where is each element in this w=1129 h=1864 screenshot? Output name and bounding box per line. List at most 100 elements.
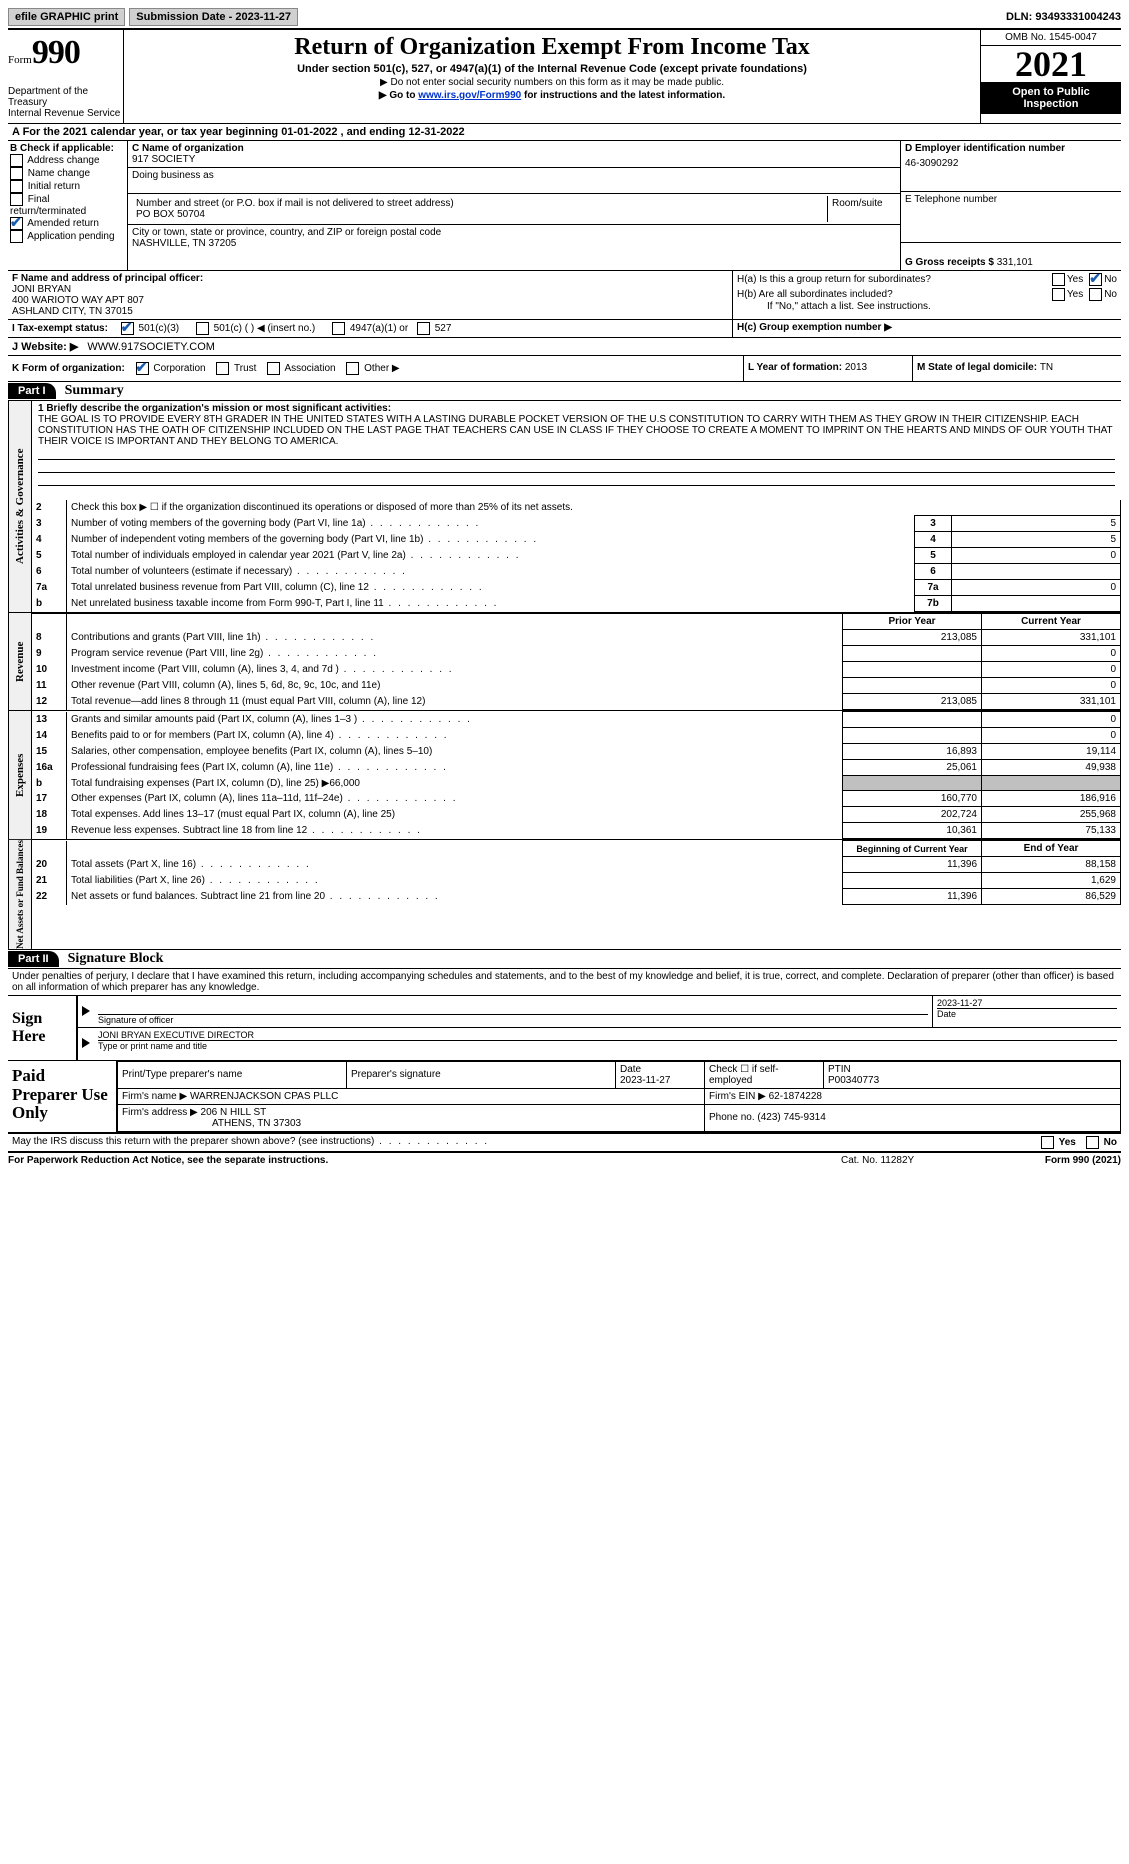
discuss-no[interactable]: No <box>1086 1136 1117 1149</box>
officer-addr1: 400 WARIOTO WAY APT 807 <box>12 295 728 306</box>
line20-prior: 11,396 <box>843 857 982 873</box>
firm-addr1: 206 N HILL ST <box>201 1107 267 1118</box>
chk-application-pending[interactable]: Application pending <box>10 230 125 243</box>
i-label: I Tax-exempt status: <box>12 323 108 334</box>
line18-desc: Total expenses. Add lines 13–17 (must eq… <box>67 807 843 823</box>
irs-link[interactable]: www.irs.gov/Form990 <box>418 90 521 101</box>
line2: Check this box ▶ ☐ if the organization d… <box>67 500 1121 516</box>
ein-label: D Employer identification number <box>905 143 1117 154</box>
year-column: OMB No. 1545-0047 2021 Open to Public In… <box>980 30 1121 123</box>
pp-ptin: P00340773 <box>828 1075 879 1086</box>
line13-desc: Grants and similar amounts paid (Part IX… <box>67 712 843 728</box>
discuss-yes[interactable]: Yes <box>1041 1136 1076 1149</box>
firm-ein-label: Firm's EIN ▶ <box>709 1091 766 1102</box>
chk-initial-return[interactable]: Initial return <box>10 180 125 193</box>
chk-final-return[interactable]: Final return/terminated <box>10 193 125 217</box>
part1-badge: Part I <box>8 383 56 399</box>
expenses-section: Expenses 13Grants and similar amounts pa… <box>8 711 1121 840</box>
chk-assoc[interactable]: Association <box>267 363 335 374</box>
form-number: 990 <box>32 34 80 71</box>
line5-desc: Total number of individuals employed in … <box>67 548 915 564</box>
vtab-revenue: Revenue <box>8 613 32 710</box>
chk-amended-return[interactable]: Amended return <box>10 217 125 230</box>
gross-label: G Gross receipts $ <box>905 257 997 268</box>
sign-here-block: Sign Here Signature of officer 2023-11-2… <box>8 996 1121 1061</box>
subdate-label: Submission Date - <box>136 11 235 23</box>
row-j: J Website: ▶ WWW.917SOCIETY.COM <box>8 338 1121 356</box>
part1-title: Summary <box>65 383 124 398</box>
line18-prior: 202,724 <box>843 807 982 823</box>
hb-yes[interactable]: Yes <box>1052 288 1083 301</box>
line1-label: 1 Briefly describe the organization's mi… <box>38 403 1115 414</box>
part2-header: Part II Signature Block <box>8 950 1121 969</box>
line18-curr: 255,968 <box>982 807 1121 823</box>
submission-date-button[interactable]: Submission Date - 2023-11-27 <box>129 8 298 26</box>
line15-curr: 19,114 <box>982 744 1121 760</box>
line19-curr: 75,133 <box>982 823 1121 839</box>
revenue-section: Revenue Prior YearCurrent Year 8Contribu… <box>8 613 1121 711</box>
footer-left: For Paperwork Reduction Act Notice, see … <box>8 1155 841 1166</box>
title-column: Return of Organization Exempt From Incom… <box>124 30 980 123</box>
top-bar: efile GRAPHIC print Submission Date - 20… <box>8 8 1121 30</box>
gross-value: 331,101 <box>997 257 1033 268</box>
page-footer: For Paperwork Reduction Act Notice, see … <box>8 1153 1121 1166</box>
k-label: K Form of organization: <box>12 363 125 374</box>
chk-other[interactable]: Other ▶ <box>346 363 399 374</box>
row-m: M State of legal domicile: TN <box>913 356 1121 381</box>
footer-center: Cat. No. 11282Y <box>841 1155 981 1166</box>
line7a-val: 0 <box>952 580 1121 596</box>
efile-print-button[interactable]: efile GRAPHIC print <box>8 8 125 26</box>
chk-4947[interactable]: 4947(a)(1) or <box>332 323 408 334</box>
sub3-pre: ▶ Go to <box>379 90 418 101</box>
line11-curr: 0 <box>982 678 1121 694</box>
city-label: City or town, state or province, country… <box>132 227 896 238</box>
line12-desc: Total revenue—add lines 8 through 11 (mu… <box>67 694 843 710</box>
room-label: Room/suite <box>828 196 896 222</box>
f-label: F Name and address of principal officer: <box>12 273 728 284</box>
hdr-end: End of Year <box>982 841 1121 857</box>
pp-h1: Print/Type preparer's name <box>118 1061 347 1088</box>
chk-corp[interactable]: Corporation <box>136 363 206 374</box>
line15-desc: Salaries, other compensation, employee b… <box>67 744 843 760</box>
chk-address-change[interactable]: Address change <box>10 154 125 167</box>
pp-date: 2023-11-27 <box>620 1075 670 1086</box>
arrow-icon <box>82 1038 90 1048</box>
hdr-beginning: Beginning of Current Year <box>843 841 982 857</box>
line22-prior: 11,396 <box>843 889 982 905</box>
firm-addr-label: Firm's address ▶ <box>122 1107 198 1118</box>
hb-no[interactable]: No <box>1089 288 1117 301</box>
chk-501c[interactable]: 501(c) ( ) ◀ (insert no.) <box>196 323 315 334</box>
pp-h2: Preparer's signature <box>347 1061 616 1088</box>
chk-527[interactable]: 527 <box>417 323 451 334</box>
chk-trust[interactable]: Trust <box>216 363 256 374</box>
pp-self-employed[interactable]: Check ☐ if self-employed <box>705 1061 824 1088</box>
chk-501c3[interactable]: 501(c)(3) <box>121 323 179 334</box>
line7b-desc: Net unrelated business taxable income fr… <box>67 596 915 612</box>
type-name-label: Type or print name and title <box>98 1041 1117 1051</box>
form-word: Form <box>8 54 32 66</box>
pp-h5: PTIN <box>828 1064 851 1075</box>
paid-preparer-block: Paid Preparer Use Only Print/Type prepar… <box>8 1061 1121 1134</box>
line16a-curr: 49,938 <box>982 760 1121 776</box>
expenses-table: 13Grants and similar amounts paid (Part … <box>32 711 1121 839</box>
subtitle-2: ▶ Do not enter social security numbers o… <box>132 77 972 88</box>
org-city: NASHVILLE, TN 37205 <box>132 238 896 249</box>
line19-desc: Revenue less expenses. Subtract line 18 … <box>67 823 843 839</box>
line16a-prior: 25,061 <box>843 760 982 776</box>
sig-officer-label: Signature of officer <box>98 1015 928 1025</box>
line16a-desc: Professional fundraising fees (Part IX, … <box>67 760 843 776</box>
line22-desc: Net assets or fund balances. Subtract li… <box>67 889 843 905</box>
line8-prior: 213,085 <box>843 630 982 646</box>
net-assets-section: Net Assets or Fund Balances Beginning of… <box>8 840 1121 950</box>
part2-badge: Part II <box>8 951 59 967</box>
section-bcd: B Check if applicable: Address change Na… <box>8 141 1121 271</box>
paid-preparer-table: Print/Type preparer's name Preparer's si… <box>117 1061 1121 1132</box>
line17-curr: 186,916 <box>982 791 1121 807</box>
ha-yes[interactable]: Yes <box>1052 273 1083 286</box>
chk-name-change[interactable]: Name change <box>10 167 125 180</box>
line17-desc: Other expenses (Part IX, column (A), lin… <box>67 791 843 807</box>
irs-discuss-text: May the IRS discuss this return with the… <box>12 1136 1041 1149</box>
irs-discuss-row: May the IRS discuss this return with the… <box>8 1134 1121 1153</box>
activities-governance: Activities & Governance 1 Briefly descri… <box>8 401 1121 613</box>
ha-no[interactable]: No <box>1089 273 1117 286</box>
